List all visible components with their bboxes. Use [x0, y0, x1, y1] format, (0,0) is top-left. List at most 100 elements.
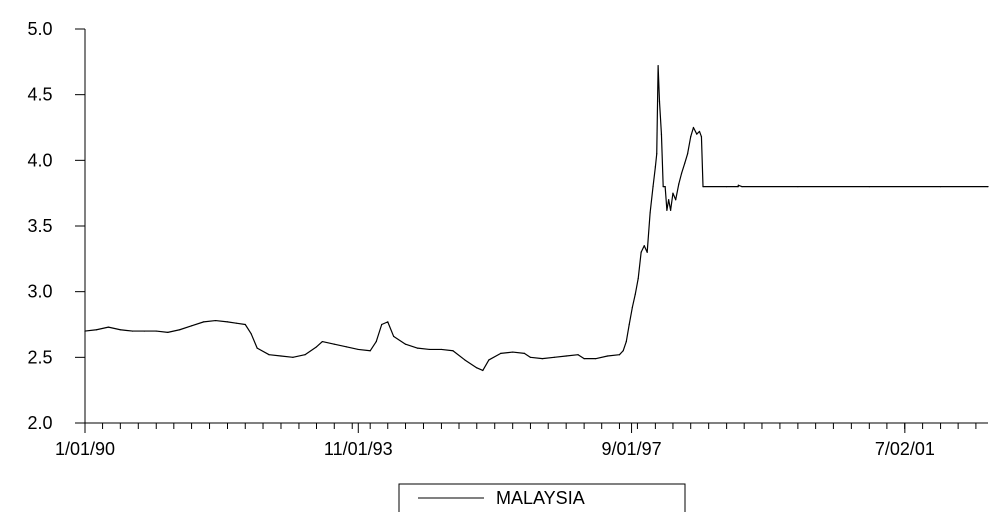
- data-point: [203, 321, 205, 323]
- data-point: [652, 186, 654, 188]
- data-point: [583, 358, 585, 360]
- data-point: [131, 330, 134, 332]
- data-point: [482, 369, 484, 372]
- data-point: [684, 162, 686, 164]
- data-point: [658, 100, 661, 102]
- data-point: [452, 350, 454, 352]
- x-axis-ticks: 1/01/90 11/01/93 9/01/97 7/02/01: [55, 423, 977, 459]
- data-point: [637, 277, 639, 280]
- data-point: [678, 183, 680, 185]
- data-point: [393, 335, 395, 337]
- data-point: [631, 306, 633, 309]
- data-point: [143, 330, 145, 332]
- data-point: [256, 347, 258, 349]
- y-tick-label: 4.5: [27, 85, 52, 105]
- data-point: [698, 130, 701, 133]
- data-point: [357, 348, 359, 351]
- data-point: [987, 186, 989, 188]
- data-point: [119, 329, 121, 331]
- data-point: [649, 212, 651, 214]
- data-point: [618, 354, 621, 356]
- data-point: [440, 348, 443, 351]
- data-point: [680, 172, 683, 175]
- data-point: [666, 209, 668, 211]
- data-point: [657, 65, 659, 67]
- data-point: [107, 326, 110, 328]
- x-tick-label: 9/01/97: [602, 439, 662, 459]
- data-point: [628, 323, 630, 326]
- x-tick-label: 11/01/93: [324, 439, 393, 459]
- data-point: [696, 133, 698, 135]
- data-point: [235, 322, 237, 324]
- data-point: [656, 153, 658, 155]
- data-point: [670, 209, 672, 211]
- data-point: [664, 186, 666, 188]
- data-point: [643, 245, 645, 247]
- data-point: [741, 186, 743, 188]
- data-point: [387, 321, 389, 323]
- data-point: [702, 186, 704, 188]
- data-point: [315, 346, 318, 348]
- data-point: [500, 352, 502, 354]
- data-point: [606, 355, 609, 357]
- legend-label-malaysia: MALAYSIA: [496, 488, 585, 508]
- data-point: [244, 323, 246, 326]
- data-point: [640, 251, 642, 253]
- data-point: [577, 354, 579, 356]
- data-point: [737, 186, 739, 188]
- data-point: [654, 166, 656, 168]
- data-point: [523, 352, 525, 354]
- data-point: [529, 356, 532, 358]
- legend: MALAYSIA: [398, 483, 686, 512]
- data-point: [662, 186, 664, 188]
- data-point: [939, 186, 942, 188]
- data-point: [692, 126, 695, 129]
- data-point: [292, 356, 294, 358]
- data-point: [668, 199, 670, 201]
- data-point: [304, 354, 306, 356]
- y-tick-label: 4.0: [27, 150, 52, 170]
- x-tick-label: 1/01/90: [55, 439, 115, 459]
- data-point: [381, 323, 383, 326]
- y-tick-label: 3.0: [27, 282, 52, 302]
- y-tick-label: 5.0: [27, 19, 52, 39]
- data-point: [595, 358, 597, 360]
- data-point: [660, 133, 663, 135]
- data-point: [179, 329, 181, 331]
- data-point: [488, 359, 490, 361]
- data-point: [369, 350, 371, 352]
- data-point: [268, 354, 270, 356]
- data-point: [214, 319, 217, 322]
- series-malaysia: [84, 65, 989, 372]
- data-point: [404, 343, 407, 345]
- data-point: [476, 367, 478, 369]
- data-point: [375, 340, 377, 343]
- plot-axes: [84, 29, 988, 424]
- data-point: [797, 186, 799, 188]
- data-point: [622, 350, 624, 352]
- data-point: [553, 356, 555, 358]
- series-line: [84, 65, 988, 372]
- series-layer: [84, 65, 989, 372]
- data-point: [428, 348, 431, 351]
- data-point: [155, 330, 157, 332]
- data-point: [250, 333, 252, 335]
- data-point: [700, 136, 703, 138]
- data-point: [726, 186, 728, 188]
- data-point: [690, 136, 692, 138]
- data-point: [737, 184, 739, 186]
- data-point: [95, 329, 98, 331]
- y-axis-ticks: 2.0 2.5 3.0 3.5 4.0 4.5 5.0: [27, 19, 85, 433]
- data-point: [675, 199, 677, 201]
- data-point: [634, 293, 636, 295]
- data-point: [84, 330, 86, 332]
- data-point: [464, 359, 466, 361]
- data-point: [226, 321, 229, 323]
- data-point: [646, 251, 648, 253]
- data-point: [280, 355, 282, 357]
- data-point: [512, 351, 514, 353]
- data-point: [190, 325, 193, 327]
- data-point: [333, 343, 335, 345]
- y-tick-label: 2.5: [27, 347, 52, 367]
